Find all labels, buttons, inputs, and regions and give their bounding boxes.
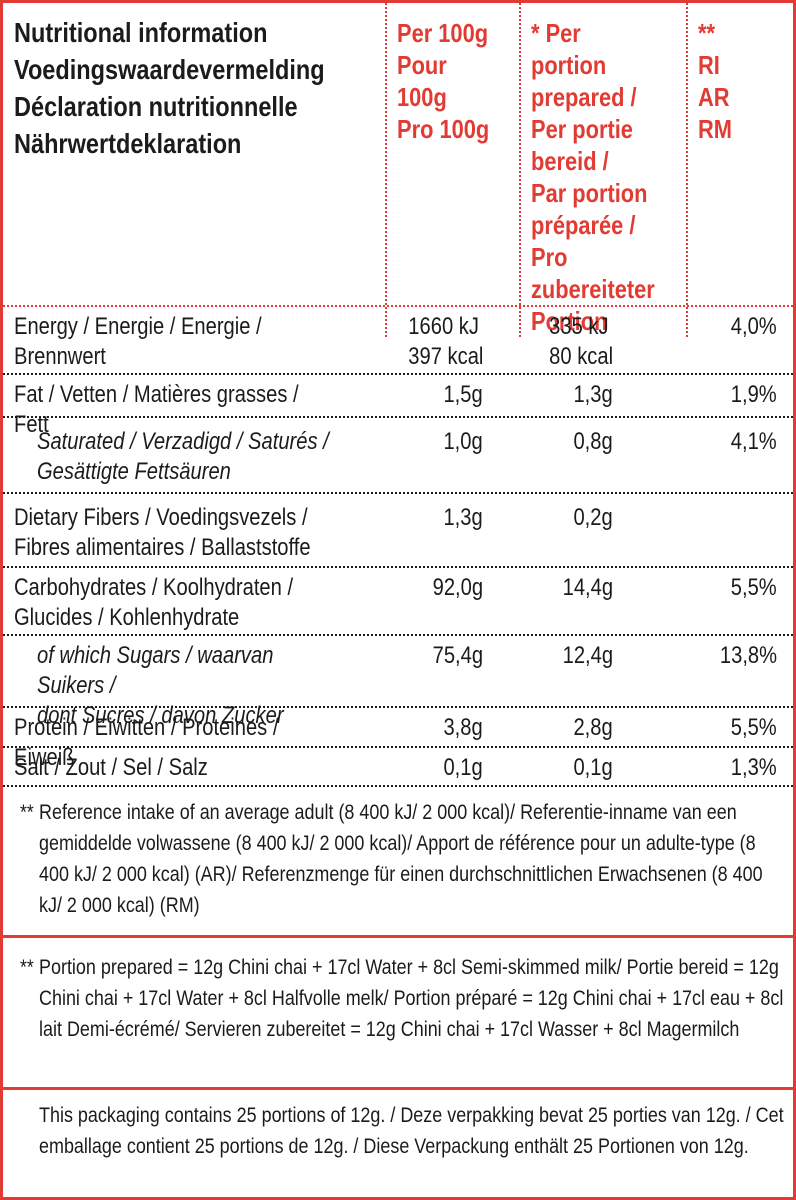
- value-per-portion: 14,4g: [562, 574, 613, 601]
- value-per-100g: 1,5g: [443, 381, 483, 408]
- nutrient-label: Salt / Zout / Sel / Salz: [14, 754, 208, 781]
- nutrient-row-dietary-fibers: Dietary Fibers / Voedingsvezels / Fibres…: [3, 494, 793, 568]
- nutrient-row-protein: Protein / Eiwitten / Protéines / Eiweiß …: [3, 708, 793, 771]
- footnote-marker: **: [20, 801, 34, 824]
- nutrient-row-sugars: of which Sugars / waarvan Suikers / dont…: [3, 636, 793, 729]
- value-per-portion: 335 kJ 80 kcal: [549, 313, 613, 370]
- value-ri-percent: [686, 494, 793, 566]
- value-ri-percent: 5,5%: [731, 574, 777, 601]
- value-per-100g: 0,1g: [443, 754, 483, 781]
- value-ri-percent: 4,1%: [731, 428, 777, 455]
- value-ri-percent: 5,5%: [731, 714, 777, 741]
- col-header-ri: ** RI AR RM: [686, 3, 793, 337]
- value-ri-percent: 1,9%: [731, 381, 777, 408]
- value-per-portion: 0,8g: [573, 428, 613, 455]
- value-per-100g: 92,0g: [432, 574, 483, 601]
- col-header-per-portion: * Per portion prepared / Per portie bere…: [519, 3, 686, 337]
- value-per-portion: 2,8g: [573, 714, 613, 741]
- footnote-marker: **: [20, 956, 34, 979]
- nutrient-label: Saturated / Verzadigd / Saturés / Gesätt…: [37, 428, 329, 485]
- nutrition-title: Nutritional information Voedingswaardeve…: [14, 17, 325, 159]
- value-per-portion: 0,1g: [573, 754, 613, 781]
- nutrient-label: Protein / Eiwitten / Protéines / Eiweiß: [14, 714, 279, 771]
- value-ri-percent: 13,8%: [719, 642, 777, 669]
- value-ri-percent: 4,0%: [731, 313, 777, 340]
- footnote-text: Reference intake of an average adult (8 …: [39, 801, 763, 917]
- footnote-reference-intake: ** Reference intake of an average adult …: [3, 787, 793, 935]
- nutrient-label: of which Sugars / waarvan Suikers / dont…: [37, 642, 284, 729]
- nutrition-title-cell: Nutritional information Voedingswaardeve…: [3, 3, 385, 337]
- value-per-100g: 1,3g: [443, 504, 483, 531]
- value-per-100g: 3,8g: [443, 714, 483, 741]
- value-ri-percent: 1,3%: [731, 754, 777, 781]
- nutrient-row-fat: Fat / Vetten / Matières grasses / Fett 1…: [3, 375, 793, 438]
- value-per-100g: 75,4g: [432, 642, 483, 669]
- nutrient-label: Carbohydrates / Koolhydraten / Glucides …: [14, 574, 294, 631]
- col-header-per-100g: Per 100g Pour 100g Pro 100g: [385, 3, 519, 337]
- value-per-portion: 12,4g: [562, 642, 613, 669]
- packaging-note-text: This packaging contains 25 portions of 1…: [39, 1104, 784, 1158]
- footnote-portion-prepared: ** Portion prepared = 12g Chini chai + 1…: [3, 935, 793, 1087]
- value-per-portion: 0,2g: [573, 504, 613, 531]
- nutrient-row-energy: Energy / Energie / Energie / Brennwert 1…: [3, 307, 793, 375]
- value-per-100g: 1660 kJ 397 kcal: [407, 313, 483, 370]
- value-per-portion: 1,3g: [573, 381, 613, 408]
- table-header: Nutritional information Voedingswaardeve…: [3, 3, 793, 337]
- value-per-100g: 1,0g: [443, 428, 483, 455]
- nutrient-row-carbohydrates: Carbohydrates / Koolhydraten / Glucides …: [3, 568, 793, 636]
- nutrient-label: Energy / Energie / Energie / Brennwert: [14, 313, 262, 370]
- footnote-text: Portion prepared = 12g Chini chai + 17cl…: [39, 956, 784, 1041]
- nutrient-label: Dietary Fibers / Voedingsvezels / Fibres…: [14, 504, 311, 561]
- packaging-note: This packaging contains 25 portions of 1…: [3, 1087, 793, 1197]
- nutrient-row-saturated: Saturated / Verzadigd / Saturés / Gesätt…: [3, 418, 793, 494]
- nutrient-label: Fat / Vetten / Matières grasses / Fett: [14, 381, 299, 438]
- nutrient-row-salt: Salt / Zout / Sel / Salz 0,1g 0,1g 1,3%: [3, 748, 793, 787]
